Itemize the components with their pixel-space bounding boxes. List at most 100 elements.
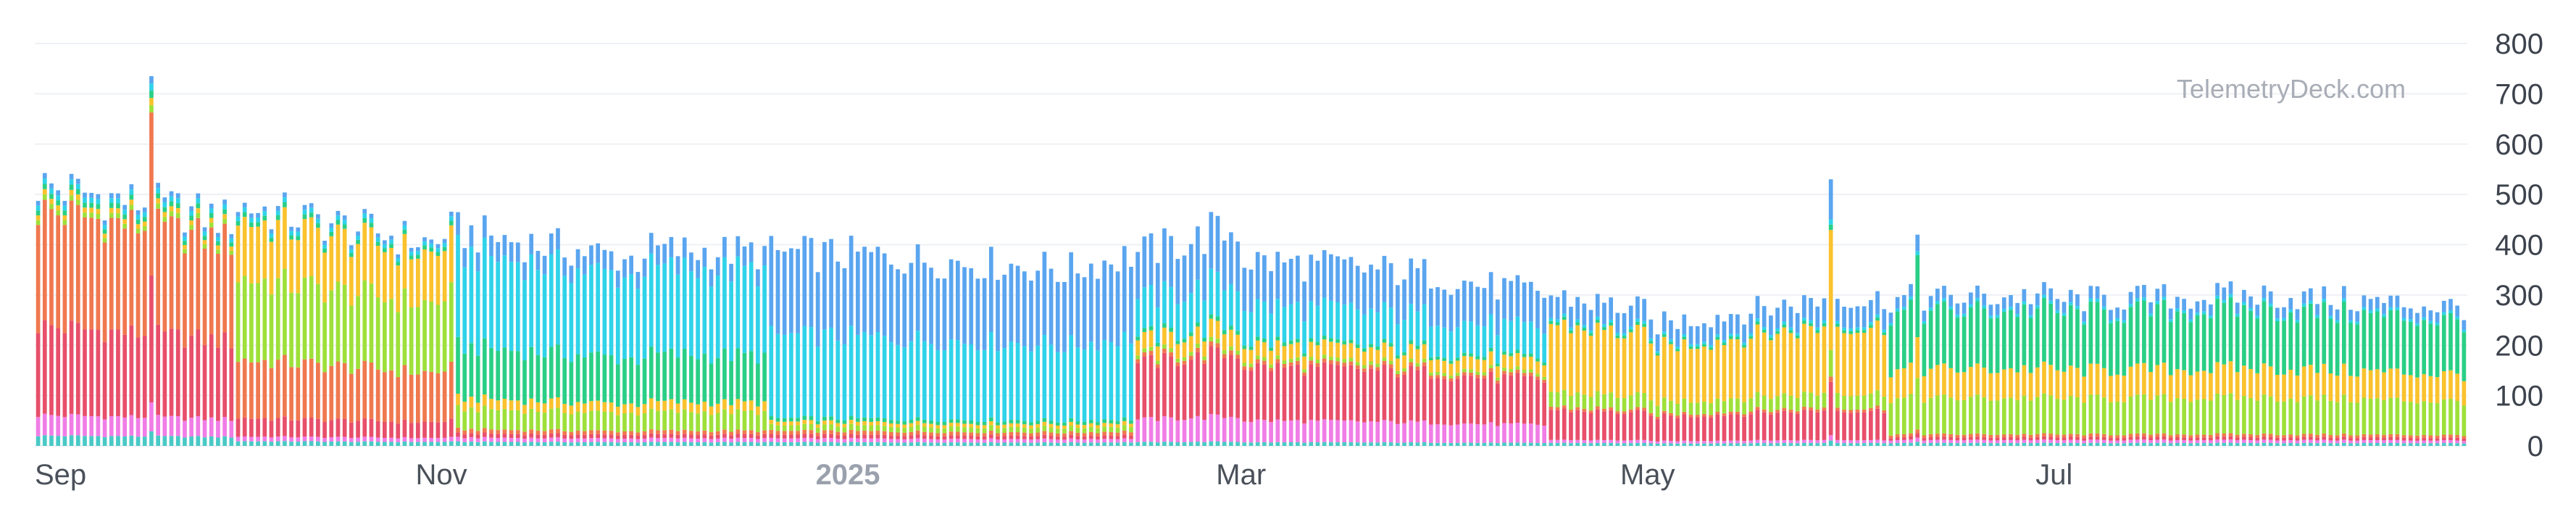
bar-segment xyxy=(635,272,641,289)
bar-segment xyxy=(1362,314,1367,349)
bar-segment xyxy=(1815,443,1820,446)
bar-segment xyxy=(1682,440,1687,444)
bar-segment xyxy=(2262,442,2267,446)
bar-segment xyxy=(1182,442,1187,446)
bar-segment xyxy=(1609,323,1613,326)
bar-segment xyxy=(1488,314,1493,349)
bar-segment xyxy=(1375,346,1380,350)
bar-segment xyxy=(2355,311,2360,322)
bar-segment xyxy=(1882,443,1887,446)
bar-segment xyxy=(302,436,307,442)
bar-segment xyxy=(442,371,447,422)
bar-segment xyxy=(42,413,47,436)
bar-segment xyxy=(2375,443,2380,446)
bar-segment xyxy=(2188,308,2193,320)
bar-segment xyxy=(362,213,367,218)
bar-segment xyxy=(575,402,580,412)
bar-segment xyxy=(2088,363,2093,395)
bar-segment xyxy=(1475,424,1480,443)
bar-segment xyxy=(1662,413,1667,441)
bar-segment xyxy=(109,207,114,213)
bar-segment xyxy=(2168,319,2173,322)
bar-segment xyxy=(1142,417,1147,442)
bar-segment xyxy=(2408,435,2413,438)
bar-segment xyxy=(955,431,960,436)
bar-segment xyxy=(1542,297,1547,334)
bar-segment xyxy=(509,400,514,410)
bar-segment xyxy=(1402,368,1406,372)
bar-segment xyxy=(915,244,920,331)
bar-segment xyxy=(1122,425,1127,431)
bar-segment xyxy=(2309,439,2313,443)
bar-segment xyxy=(1955,317,1960,373)
bar-segment xyxy=(1528,321,1533,354)
bar-segment xyxy=(183,253,187,348)
bar-segment xyxy=(49,209,54,326)
bar-segment xyxy=(169,211,174,217)
bar-segment xyxy=(1709,403,1713,415)
bar-segment xyxy=(1748,334,1754,336)
bar-segment xyxy=(1375,370,1380,422)
bar-segment xyxy=(2028,443,2033,446)
bar-segment xyxy=(2128,304,2133,307)
bar-segment xyxy=(1669,344,1673,401)
bar-segment xyxy=(789,431,793,435)
bar-segment xyxy=(156,188,160,194)
bar-segment xyxy=(149,402,154,431)
bar-segment xyxy=(882,418,887,423)
y-tick-label: 500 xyxy=(2495,179,2543,211)
bar-segment xyxy=(1788,410,1793,413)
bar-segment xyxy=(935,421,941,426)
bar-segment xyxy=(1975,286,1980,299)
bar-segment xyxy=(1648,443,1654,446)
bar-segment xyxy=(1528,353,1533,357)
bar-segment xyxy=(2068,302,2073,305)
bar-segment xyxy=(2035,397,2040,434)
bar-segment xyxy=(682,437,687,442)
bar-segment xyxy=(662,410,667,431)
bar-segment xyxy=(1082,428,1087,434)
bar-segment xyxy=(1309,301,1314,339)
bar-segment xyxy=(1188,418,1193,442)
bar-segment xyxy=(1388,263,1393,308)
bar-segment xyxy=(1848,410,1854,413)
bar-segment xyxy=(1515,349,1520,354)
bar-segment xyxy=(62,220,67,225)
bar-segment xyxy=(702,434,707,439)
bar-segment xyxy=(202,249,207,346)
bar-segment xyxy=(935,349,941,422)
bar-segment xyxy=(1162,281,1167,324)
bar-segment xyxy=(1222,350,1227,355)
bar-segment xyxy=(1169,286,1173,328)
bar-segment xyxy=(96,218,101,331)
bar-segment xyxy=(2382,372,2386,400)
bar-segment xyxy=(1115,427,1120,433)
bar-segment xyxy=(249,213,254,218)
bar-segment xyxy=(789,434,793,439)
bar-segment xyxy=(202,240,207,245)
bar-segment xyxy=(1395,370,1400,374)
bar-segment xyxy=(1682,414,1687,441)
bar-segment xyxy=(535,412,541,431)
bar-segment xyxy=(742,430,747,434)
bar-segment xyxy=(2162,362,2167,394)
bar-segment xyxy=(2242,396,2246,434)
bar-segment xyxy=(2255,318,2260,373)
bar-segment xyxy=(929,344,933,420)
bar-segment xyxy=(909,262,914,341)
bar-segment xyxy=(1069,438,1074,442)
bar-segment xyxy=(2415,403,2419,436)
bar-segment xyxy=(369,362,374,419)
bar-segment xyxy=(116,193,120,199)
bar-segment xyxy=(235,225,241,283)
bar-segment xyxy=(1375,367,1380,371)
bar-segment xyxy=(1482,357,1487,360)
bar-segment xyxy=(1102,439,1107,443)
bar-segment xyxy=(2301,303,2306,307)
bar-segment xyxy=(849,437,854,442)
bar-segment xyxy=(1488,365,1493,368)
bar-segment xyxy=(1502,423,1506,443)
bar-segment xyxy=(1388,442,1393,446)
bar-segment xyxy=(1109,426,1114,432)
bar-segment xyxy=(2222,395,2227,434)
